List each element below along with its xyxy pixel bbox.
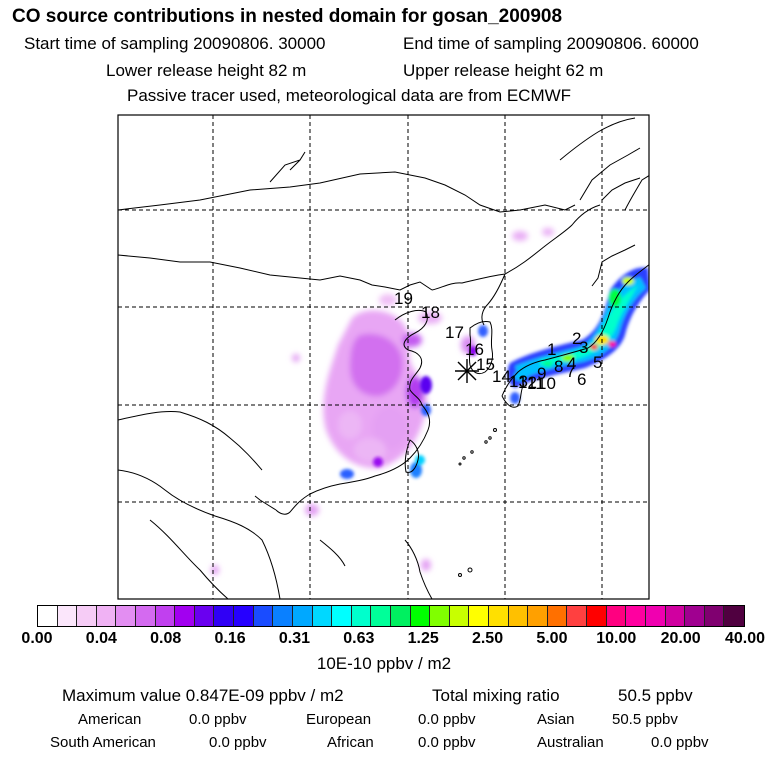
station-label: 10: [537, 374, 556, 393]
station-label: 8: [554, 357, 563, 376]
colorbar-swatch: [489, 606, 509, 626]
colorbar: [37, 605, 745, 627]
colorbar-swatch: [410, 606, 431, 626]
region-name: African: [327, 734, 374, 751]
colorbar-swatch: [528, 606, 548, 626]
station-label: 1: [547, 340, 556, 359]
colorbar-swatch: [724, 606, 744, 626]
station-label: 14: [492, 367, 511, 386]
colorbar-swatch: [469, 606, 490, 626]
station-label: 18: [421, 303, 440, 322]
region-name: European: [306, 711, 372, 728]
colorbar-swatch: [685, 606, 705, 626]
start-time-label: Start time of sampling 20090806. 30000: [24, 34, 326, 53]
station-label: 9: [537, 364, 546, 383]
station-label: 7: [566, 362, 575, 381]
region-value: 0.0 ppbv: [418, 711, 476, 728]
colorbar-tick-label: 0.04: [85, 630, 117, 647]
region-name: South American: [50, 734, 156, 751]
colorbar-tick-label: 0.00: [21, 630, 53, 647]
colorbar-swatch: [116, 606, 137, 626]
total-mixing-label: Total mixing ratio: [432, 686, 560, 705]
max-value-label: Maximum value 0.847E-09 ppbv / m2: [62, 686, 344, 705]
station-label: 15: [476, 355, 495, 374]
map-frame: [117, 114, 650, 600]
colorbar-swatch: [38, 606, 58, 626]
asterisk-icon: [455, 359, 479, 383]
colorbar-swatch: [606, 606, 627, 626]
colorbar-tick-label: 1.25: [407, 630, 439, 647]
colorbar-tick-label: 0.31: [278, 630, 311, 647]
station-label: 5: [593, 353, 602, 372]
station-label: 17: [445, 323, 464, 342]
colorbar-swatch: [332, 606, 352, 626]
colorbar-tick-label: 0.08: [150, 630, 182, 647]
colorbar-swatch: [587, 606, 607, 626]
colorbar-tick-label: 40.00: [724, 630, 766, 647]
region-value: 0.0 ppbv: [651, 734, 709, 751]
colorbar-swatch: [214, 606, 235, 626]
colorbar-swatch: [567, 606, 588, 626]
colorbar-swatch: [234, 606, 254, 626]
colorbar-swatch: [508, 606, 529, 626]
lower-release-height-label: Lower release height 82 m: [106, 61, 307, 80]
colorbar-swatch: [96, 606, 117, 626]
colorbar-swatch: [665, 606, 686, 626]
colorbar-swatch: [57, 606, 78, 626]
total-mixing-value: 50.5 ppbv: [618, 686, 693, 705]
region-value: 0.0 ppbv: [209, 734, 267, 751]
station-label: 12: [518, 373, 537, 392]
china-hotspots: [340, 325, 488, 479]
colorbar-tick-label: 5.00: [536, 630, 568, 647]
colorbar-swatch: [626, 606, 646, 626]
coastlines: [118, 117, 649, 599]
colorbar-swatch: [390, 606, 411, 626]
colorbar-swatch: [430, 606, 450, 626]
colorbar-swatch: [77, 606, 97, 626]
colorbar-tick-label: 0.16: [214, 630, 246, 647]
colorbar-tick-label: 20.00: [660, 630, 701, 647]
upper-release-height-label: Upper release height 62 m: [403, 61, 604, 80]
colorbar-swatch: [136, 606, 156, 626]
end-time-label: End time of sampling 20090806. 60000: [403, 34, 699, 53]
station-label: 16: [465, 340, 484, 359]
colorbar-swatch: [704, 606, 725, 626]
colorbar-swatch: [449, 606, 470, 626]
islands: [458, 428, 497, 577]
region-name: Australian: [537, 734, 604, 751]
lat-lon-grid: [118, 115, 649, 599]
colorbar-unit: 10E-10 ppbv / m2: [316, 654, 452, 673]
station-label: 4: [567, 354, 576, 373]
colorbar-tick-label: 0.63: [343, 630, 375, 647]
region-name: American: [78, 711, 142, 728]
colorbar-swatch: [253, 606, 274, 626]
tracer-note: Passive tracer used, meteorological data…: [127, 86, 572, 105]
colorbar-swatch: [645, 606, 666, 626]
colorbar-swatch: [312, 606, 333, 626]
station-label: 3: [579, 338, 588, 357]
region-name: Asian: [537, 711, 575, 728]
colorbar-tick-label: 2.50: [471, 630, 504, 647]
region-value: 0.0 ppbv: [189, 711, 247, 728]
colorbar-tick-label: 10.00: [596, 630, 637, 647]
colorbar-swatch: [292, 606, 313, 626]
station-label: 19: [394, 289, 413, 308]
station-label: 11: [527, 374, 545, 393]
colorbar-swatch: [547, 606, 568, 626]
colorbar-swatch: [155, 606, 176, 626]
colorbar-swatch: [175, 606, 195, 626]
region-value: 50.5 ppbv: [612, 711, 678, 728]
plot-title: CO source contributions in nested domain…: [12, 6, 563, 27]
colorbar-swatch: [351, 606, 372, 626]
region-value: 0.0 ppbv: [418, 734, 476, 751]
station-label: 6: [577, 370, 586, 389]
colorbar-swatch: [371, 606, 391, 626]
station-label: 2: [572, 329, 581, 348]
station-label: 13: [509, 372, 528, 391]
colorbar-swatch: [273, 606, 293, 626]
colorbar-swatch: [194, 606, 215, 626]
